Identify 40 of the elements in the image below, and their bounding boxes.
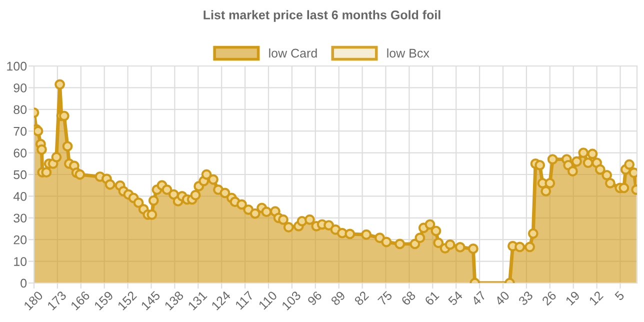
y-tick-label: 10 (14, 257, 27, 266)
y-tick-label: 80 (14, 105, 27, 114)
legend-label: low Card (269, 48, 317, 58)
y-tick-label: 20 (14, 235, 27, 244)
x-tick-label: 12 (588, 290, 604, 306)
x-tick-label: 117 (234, 290, 254, 310)
x-tick-label: 124 (211, 290, 231, 310)
y-tick-label: 90 (14, 84, 27, 92)
x-tick-label: 75 (377, 290, 393, 306)
legend-label: low Bcx (387, 48, 430, 58)
x-tick-label: 138 (164, 290, 184, 311)
x-tick-label: 68 (400, 290, 416, 306)
x-tick-label: 131 (188, 290, 208, 311)
x-tick-label: 145 (140, 290, 161, 311)
x-tick-label: 180 (23, 290, 44, 311)
y-tick-label: 100 (7, 62, 27, 71)
x-tick-label: 82 (354, 290, 370, 306)
x-tick-label: 47 (471, 290, 486, 306)
x-tick-label: 5 (614, 290, 625, 301)
x-tick-label: 40 (494, 290, 510, 306)
x-tick-label: 96 (307, 290, 322, 306)
x-tick-label: 26 (542, 290, 557, 306)
x-tick-label: 110 (258, 290, 278, 310)
x-tick-label: 166 (70, 290, 90, 311)
x-tick-label: 173 (46, 290, 67, 311)
x-tick-label: 33 (518, 290, 534, 306)
x-tick-label: 152 (117, 290, 138, 311)
x-tick-label: 103 (281, 290, 302, 311)
y-tick-label: 40 (13, 192, 27, 201)
x-tick-label: 159 (94, 290, 114, 311)
x-tick-label: 54 (448, 290, 464, 306)
chart-title: List market price last 6 months Gold foil (204, 10, 440, 22)
y-tick-label: 70 (14, 126, 27, 136)
x-tick-label: 61 (424, 290, 440, 306)
y-tick-label: 0 (20, 278, 27, 288)
x-tick-label: 19 (565, 290, 580, 306)
y-tick-label: 30 (14, 214, 27, 223)
y-tick-label: 60 (14, 148, 27, 158)
x-tick-label: 89 (330, 290, 346, 306)
y-tick-label: 50 (14, 170, 27, 180)
